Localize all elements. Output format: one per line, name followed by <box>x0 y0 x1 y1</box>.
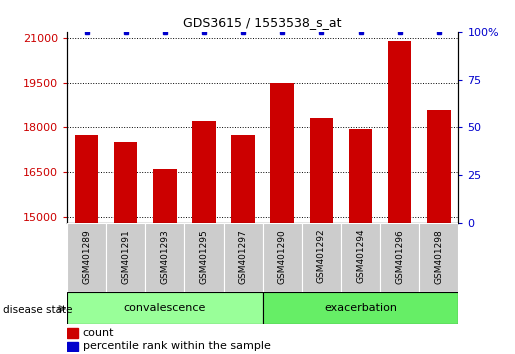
Text: exacerbation: exacerbation <box>324 303 397 313</box>
Bar <box>114 142 138 223</box>
Bar <box>67 329 78 338</box>
Bar <box>302 223 341 292</box>
Bar <box>380 223 419 292</box>
Text: GSM401294: GSM401294 <box>356 229 365 284</box>
Bar <box>231 135 255 223</box>
Bar <box>106 223 145 292</box>
Bar <box>270 82 294 223</box>
Text: GSM401293: GSM401293 <box>160 229 169 284</box>
Text: GSM401296: GSM401296 <box>395 229 404 284</box>
Bar <box>349 129 372 223</box>
Bar <box>310 119 333 223</box>
Text: GSM401292: GSM401292 <box>317 229 326 284</box>
Title: GDS3615 / 1553538_s_at: GDS3615 / 1553538_s_at <box>183 16 342 29</box>
Text: convalescence: convalescence <box>124 303 206 313</box>
Bar <box>153 169 177 223</box>
Bar <box>145 223 184 292</box>
Bar <box>419 223 458 292</box>
Text: GSM401290: GSM401290 <box>278 229 287 284</box>
Bar <box>67 223 106 292</box>
Bar <box>263 292 458 324</box>
Bar <box>184 223 224 292</box>
Text: percentile rank within the sample: percentile rank within the sample <box>82 341 270 351</box>
Text: GSM401298: GSM401298 <box>434 229 443 284</box>
Bar <box>67 292 263 324</box>
Bar <box>224 223 263 292</box>
Bar <box>427 109 451 223</box>
Text: GSM401295: GSM401295 <box>199 229 209 284</box>
Bar <box>75 135 98 223</box>
Text: GSM401291: GSM401291 <box>121 229 130 284</box>
Text: GSM401297: GSM401297 <box>238 229 248 284</box>
Bar <box>192 121 216 223</box>
Bar <box>67 342 78 351</box>
Text: disease state: disease state <box>3 305 72 315</box>
Text: count: count <box>82 328 114 338</box>
Text: GSM401289: GSM401289 <box>82 229 91 284</box>
Bar <box>263 223 302 292</box>
Bar <box>341 223 380 292</box>
Bar <box>388 41 411 223</box>
